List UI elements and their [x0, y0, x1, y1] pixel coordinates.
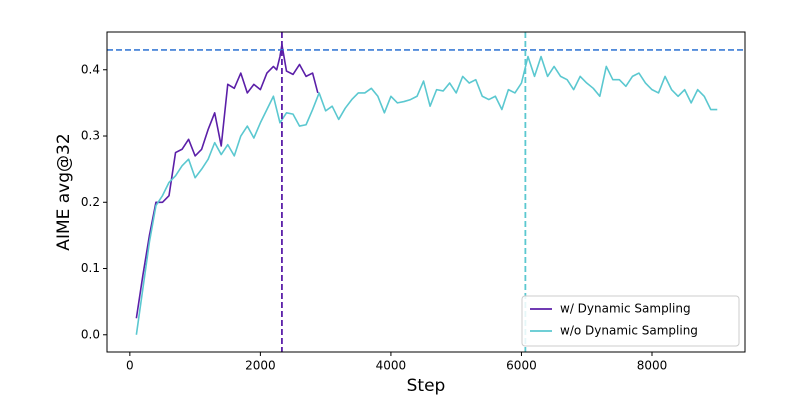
x-tick-label: 4000 [376, 359, 407, 373]
y-tick-label: 0.3 [81, 129, 100, 143]
legend-box [521, 295, 740, 347]
x-tick-label: 6000 [506, 359, 537, 373]
y-axis-label: AIME avg@32 [54, 133, 74, 250]
x-tick-label: 0 [126, 359, 134, 373]
legend-label: w/o Dynamic Sampling [560, 324, 698, 338]
x-axis-label: Step [407, 376, 446, 396]
y-tick-label: 0.1 [81, 261, 100, 275]
line-series [135, 55, 718, 335]
line-series [135, 43, 319, 319]
x-tick-label: 2000 [245, 359, 276, 373]
y-tick-label: 0.0 [81, 327, 100, 341]
legend-label: w/ Dynamic Sampling [560, 302, 691, 316]
y-tick-label: 0.4 [81, 62, 100, 76]
axes-frame [106, 31, 746, 353]
legend: w/ Dynamic Sampling w/o Dynamic Sampling [521, 295, 740, 347]
y-tick-label: 0.2 [81, 195, 100, 209]
x-tick-label: 8000 [637, 359, 668, 373]
